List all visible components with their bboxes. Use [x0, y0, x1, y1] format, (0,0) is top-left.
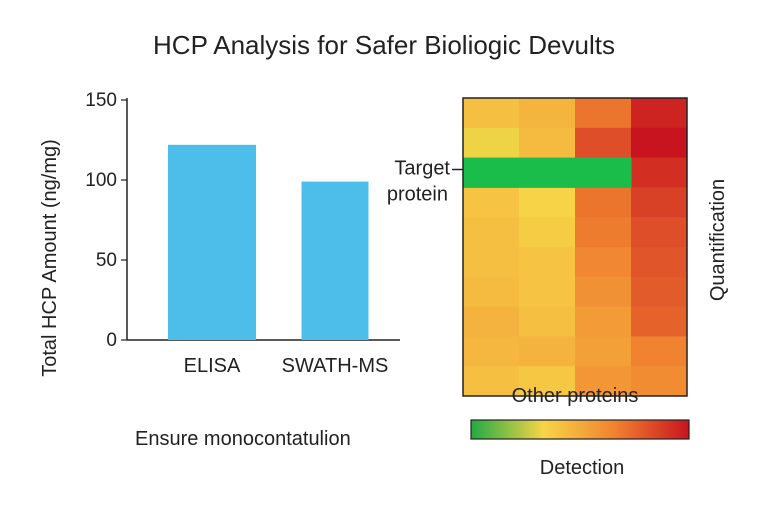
heatmap-cell [519, 98, 576, 129]
heatmap-cell [519, 336, 576, 367]
heatmap-cell [631, 127, 688, 159]
heatmap-cell [631, 276, 688, 308]
heatmap-cell [463, 276, 520, 308]
heatmap-cell [463, 98, 520, 129]
heatmap-target-row [463, 157, 632, 188]
heatmap-cell [631, 306, 688, 337]
heatmap-cell [631, 217, 688, 248]
heatmap-cell [463, 247, 520, 278]
heatmap-cell [631, 366, 688, 397]
heatmap-cell [575, 127, 632, 159]
heatmap-cell [575, 306, 632, 337]
heatmap-x-label: Other proteins [512, 385, 639, 407]
bar-chart-caption: Ensure monocontatulion [135, 428, 351, 450]
y-tick-label: 100 [85, 170, 117, 191]
x-tick-label: SWATH-MS [282, 355, 389, 377]
heatmap-cell [519, 276, 576, 308]
heatmap-cell [463, 217, 520, 248]
heatmap-cell [631, 98, 688, 129]
x-tick-label: ELISA [184, 355, 241, 377]
heatmap-cell [631, 247, 688, 278]
heatmap-cell [575, 366, 632, 397]
bar-swath-ms [301, 181, 369, 340]
heatmap-cell [463, 127, 520, 159]
bar-elisa [168, 144, 256, 340]
heatmap-cell [463, 187, 520, 218]
heatmap-cell [519, 187, 576, 218]
y-tick-label: 0 [106, 330, 117, 351]
annotation-label: protein [387, 184, 448, 206]
heatmap-cell [631, 187, 688, 218]
colorbar-label: Detection [540, 457, 625, 479]
y-tick-label: 150 [85, 90, 117, 111]
chart-title: HCP Analysis for Safer Bioliogic Devults [153, 30, 615, 60]
heatmap-cell [631, 336, 688, 367]
heatmap-frame [462, 97, 688, 397]
heatmap-cell [519, 366, 576, 397]
heatmap-cell [631, 157, 688, 188]
heatmap-cell [463, 306, 520, 337]
y-axis-label: Total HCP Amount (ng/mg) [39, 139, 61, 377]
heatmap-cell [519, 306, 576, 337]
heatmap-cell [519, 127, 576, 159]
heatmap-cell [463, 336, 520, 367]
heatmap-cell [575, 247, 632, 278]
y-tick-label: 50 [96, 250, 117, 271]
heatmap-cell [575, 217, 632, 248]
annotation-label: Target [394, 158, 450, 180]
heatmap-cell [575, 98, 632, 129]
heatmap-cell [575, 187, 632, 218]
colorbar [470, 419, 690, 440]
heatmap-cell [519, 247, 576, 278]
heatmap-cell [575, 276, 632, 308]
heatmap-cell [575, 336, 632, 367]
heatmap-cell [463, 366, 520, 397]
heatmap-cell [519, 217, 576, 248]
heatmap-y-label: Quantification [707, 179, 729, 301]
